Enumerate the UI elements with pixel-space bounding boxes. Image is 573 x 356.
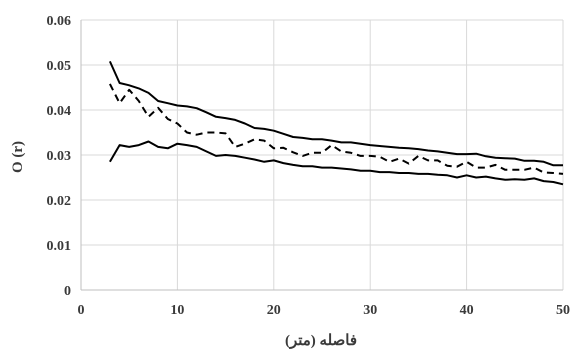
grid bbox=[81, 19, 564, 290]
x-tick-label: 30 bbox=[363, 303, 377, 318]
x-tick-label: 10 bbox=[170, 303, 184, 318]
y-axis-title: O (r) bbox=[10, 141, 26, 173]
y-tick-label: 0.05 bbox=[47, 59, 72, 74]
y-tick-label: 0.03 bbox=[47, 149, 72, 164]
tick-labels: 0 0.01 0.02 0.03 0.04 0.05 0.06 0 10 20 30 40 50 bbox=[47, 14, 571, 318]
series-group bbox=[108, 60, 564, 186]
axes bbox=[80, 20, 563, 291]
y-tick-label: 0.06 bbox=[47, 14, 72, 29]
x-tick-label: 0 bbox=[78, 303, 85, 318]
series-line-solid-3 bbox=[109, 140, 564, 186]
y-tick-label: 0.02 bbox=[47, 194, 72, 209]
x-tick-label: 40 bbox=[460, 303, 474, 318]
series-line-solid-1 bbox=[108, 60, 563, 167]
y-tick-label: 0 bbox=[64, 284, 71, 299]
x-tick-label: 20 bbox=[267, 303, 281, 318]
x-axis-title: فاصله (متر) bbox=[285, 333, 357, 349]
x-tick-label: 50 bbox=[556, 303, 570, 318]
y-tick-label: 0.01 bbox=[47, 239, 72, 254]
series-line-dashed bbox=[109, 83, 564, 175]
y-tick-label: 0.04 bbox=[47, 104, 72, 119]
